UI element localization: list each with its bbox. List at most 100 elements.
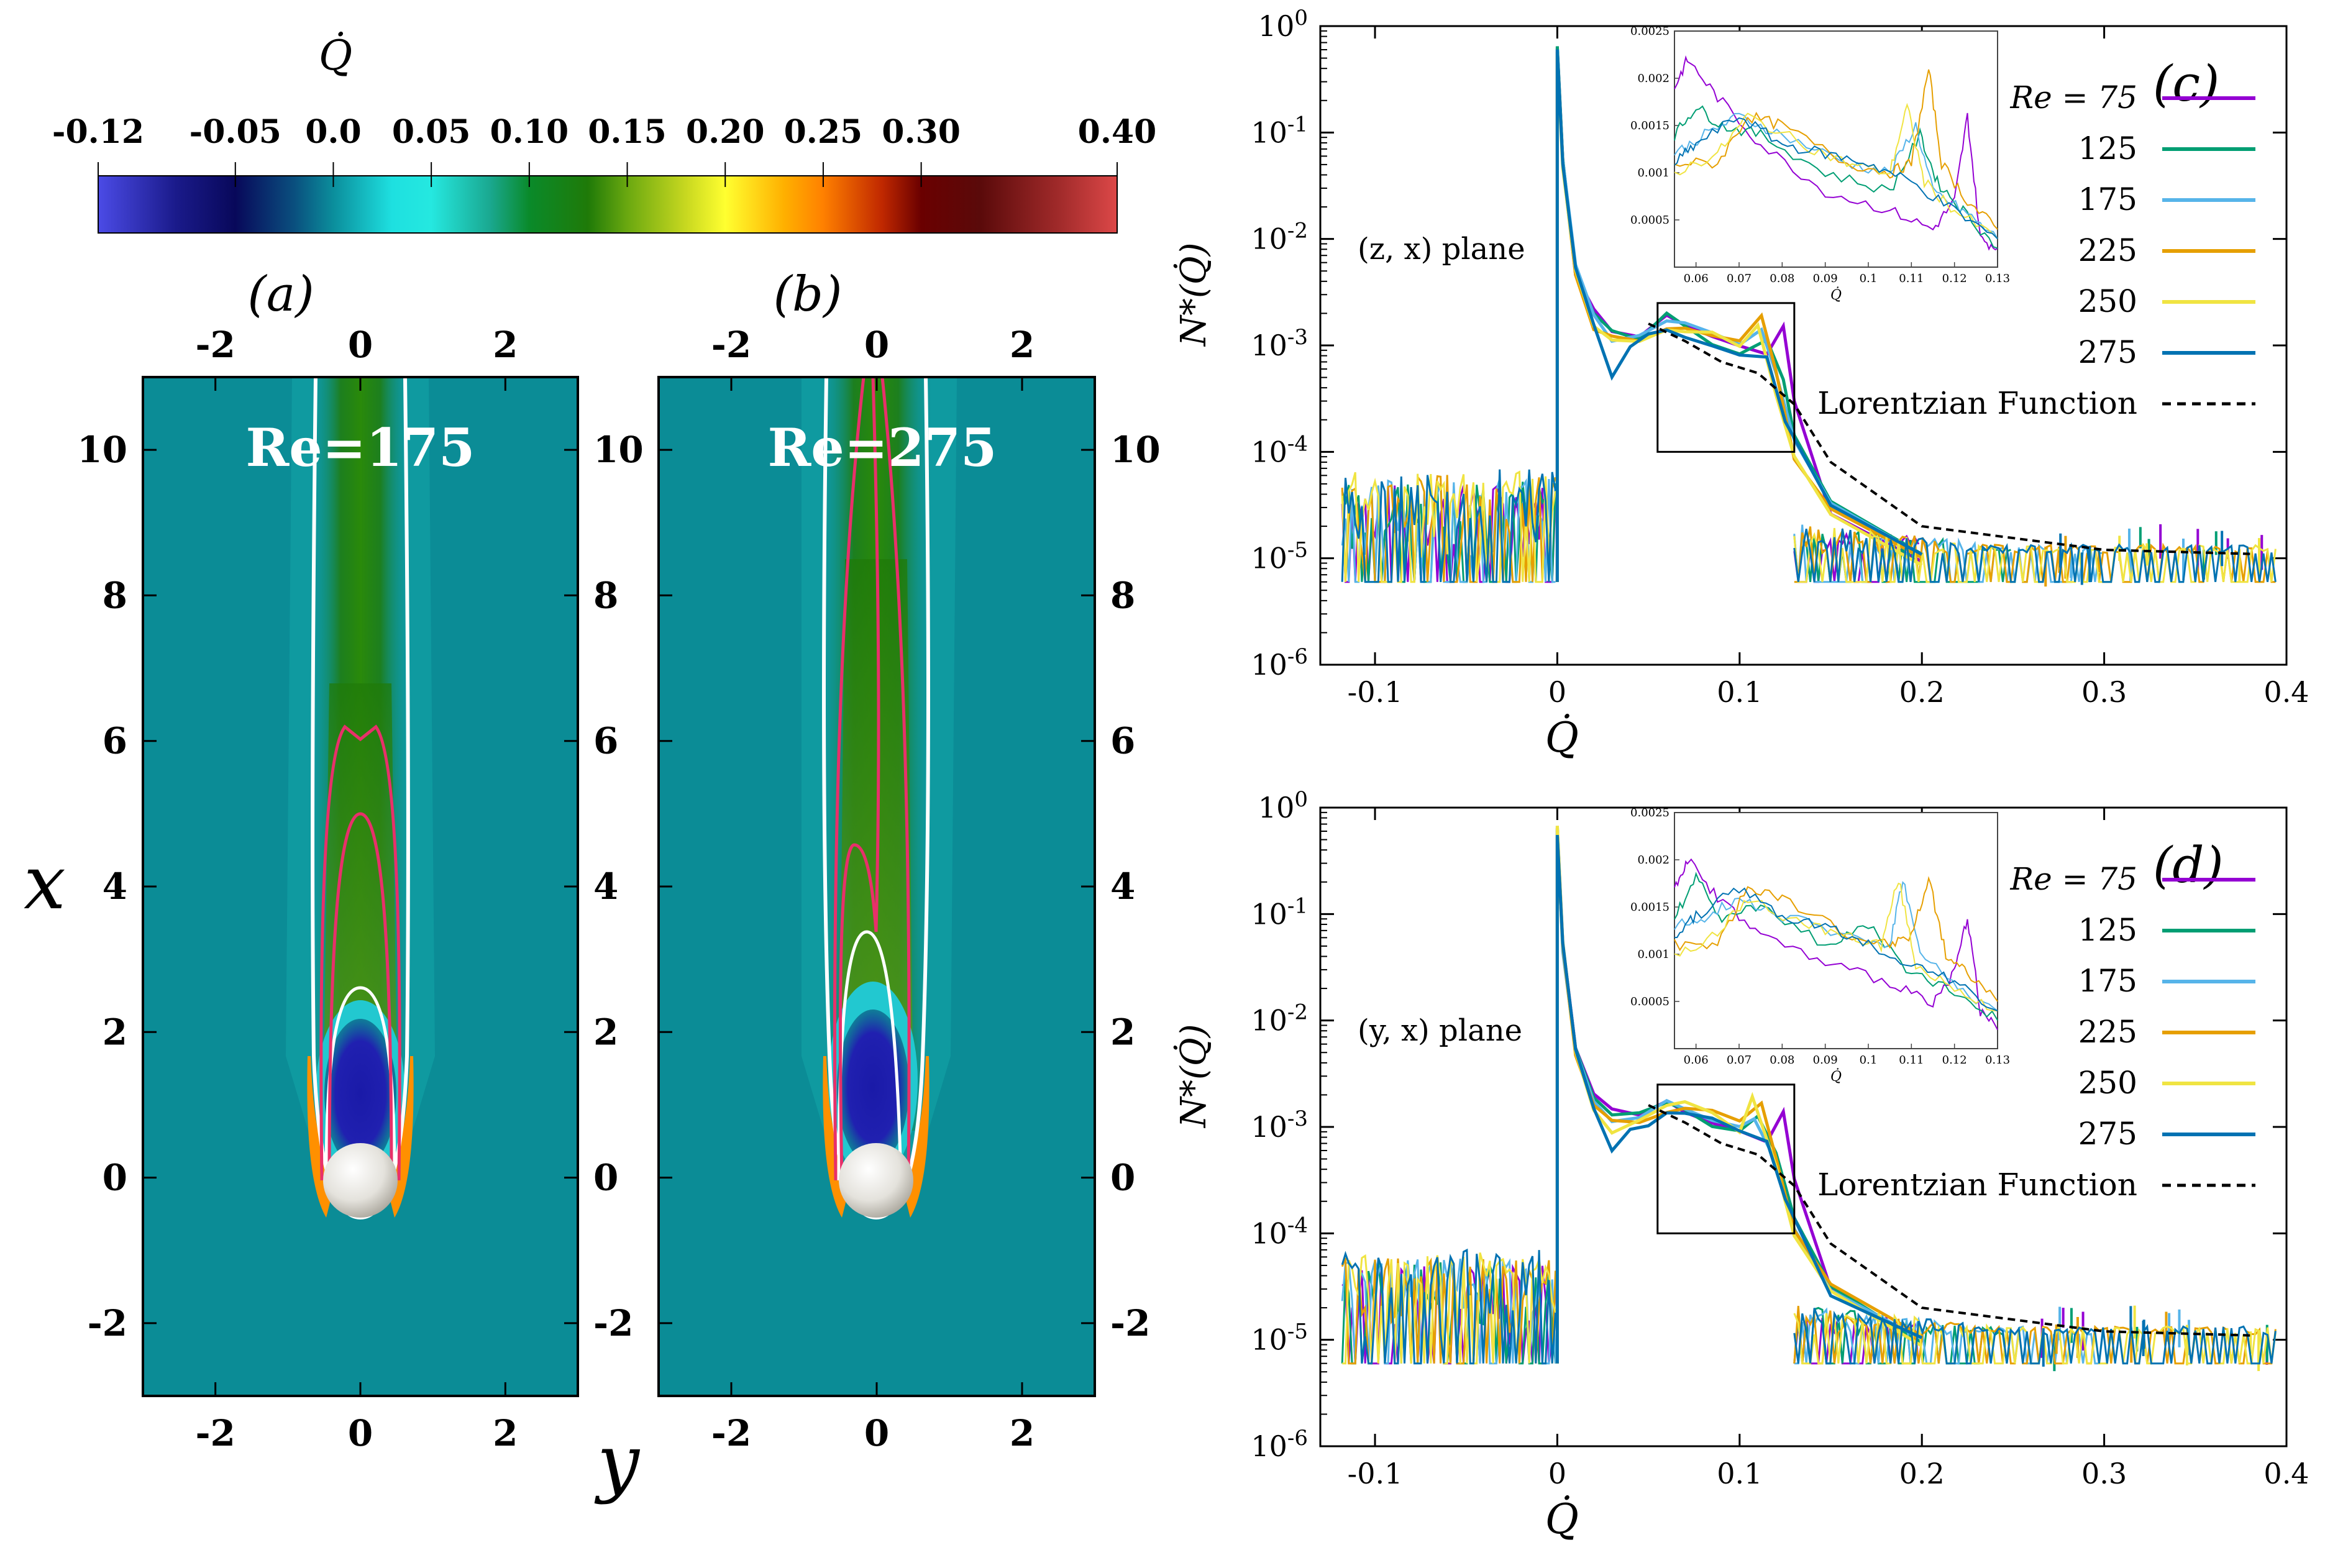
inset-x-tick-label: 0.06 — [1684, 1054, 1709, 1067]
inset-x-tick-label: 0.1 — [1860, 272, 1878, 285]
zoom-box — [1656, 302, 1796, 453]
inset-y-tick-label: 0.0025 — [1630, 25, 1670, 38]
legend-label-250: 250 — [2078, 283, 2137, 319]
series-tail-275 — [1793, 528, 2277, 583]
inset-x-tick-label: 0.07 — [1727, 272, 1752, 285]
y-tick-label: 100 — [1258, 6, 1308, 43]
legend-label-275: 275 — [2078, 334, 2137, 370]
inset-x-tick-label: 0.08 — [1770, 1054, 1794, 1067]
legend-label-275: 275 — [2078, 1116, 2137, 1152]
inset-series-275 — [1674, 887, 1998, 1012]
inset-x-tick-label: 0.13 — [1985, 1054, 2010, 1067]
inset-frame — [1674, 30, 1998, 268]
inset-x-tick-label: 0.11 — [1899, 272, 1924, 285]
legend-label-125: 125 — [2078, 130, 2137, 166]
legend-label-75: Re = 75 — [2009, 861, 2137, 897]
panel-b-wake-inner — [839, 559, 913, 1118]
colorbar-ticks: -0.12 -0.05 0.0 0.05 0.10 0.15 0.20 0.25 0.30 0.4… — [52, 113, 1156, 187]
lorentzian-curve — [1648, 1104, 2250, 1337]
panel-b-x-tick-label-top: 2 — [1010, 324, 1035, 366]
panel-b-y-tick-label-right: 0 — [1110, 1157, 1135, 1199]
y-tick-label: 10-3 — [1251, 1106, 1308, 1144]
inset-x-tick-label: 0.11 — [1899, 1054, 1924, 1067]
x-tick-label: -0.1 — [1348, 1457, 1403, 1490]
colorbar-tick-label: -0.12 — [52, 113, 144, 151]
x-tick-label: 0.4 — [2263, 675, 2309, 709]
x-tick-label: -0.1 — [1348, 675, 1403, 709]
panel-a-ticks: -2 -2 0 0 2 2 -2 -2 0 0 2 2 4 4 6 6 8 8 10 10 — [77, 324, 643, 1454]
y-tick-label: 10-4 — [1251, 1213, 1308, 1250]
panel-b-title: Re=275 — [768, 417, 997, 478]
panel-a-y-tick-label-right: -2 — [593, 1302, 633, 1344]
panel-a-x-tick-label-top: 2 — [493, 324, 518, 366]
y-tick-label: 10-6 — [1251, 1426, 1308, 1463]
panel-a-y-tick-label-left: 0 — [103, 1157, 127, 1199]
inset-series-225 — [1674, 876, 1998, 1002]
panel-b-y-tick-label-right: 10 — [1110, 429, 1161, 471]
inset-y-tick-label: 0.0015 — [1630, 901, 1670, 914]
panel-a-y-tick-label-right: 2 — [593, 1011, 618, 1053]
inset-x-tick-label: 0.13 — [1985, 272, 2010, 285]
y-tick-label: 10-4 — [1251, 431, 1308, 468]
inset-frame — [1674, 812, 1998, 1049]
panel-a-x-tick-label-bottom: 0 — [348, 1412, 373, 1454]
legend-label-225: 225 — [2078, 1014, 2137, 1050]
inset-series-75 — [1674, 55, 1998, 251]
inset-y-tick-label: 0.0005 — [1630, 214, 1670, 227]
inset-series-75 — [1674, 858, 1998, 1031]
panel-a-y-tick-label-left: 10 — [77, 429, 127, 471]
panel-a-y-tick-label-left: 2 — [103, 1011, 127, 1053]
series-line-275-negative — [1341, 469, 1556, 583]
inset-series-125 — [1674, 105, 1998, 249]
panel-b-pink-contour-outer — [833, 377, 911, 1181]
panel-b-x-tick-label-top: 0 — [864, 324, 889, 366]
legend-label-250: 250 — [2078, 1065, 2137, 1101]
y-tick-label: 10-3 — [1251, 325, 1308, 362]
y-tick-label: 10-5 — [1251, 538, 1308, 575]
panel-b-y-tick-label-right: 4 — [1110, 865, 1135, 908]
x-tick-label: 0.4 — [2263, 1457, 2309, 1490]
legend-label-125: 125 — [2078, 912, 2137, 948]
pdf-chart-c: -0.1 0 0.1 0.2 0.3 0.4 10-6 10-5 10-4 10-3 10-2 10-… — [1173, 6, 2309, 762]
inset-y-tick-label: 0.002 — [1637, 72, 1670, 85]
inset-x-tick-label: 0.09 — [1813, 1054, 1838, 1067]
panel-a-title: Re=175 — [246, 417, 475, 478]
inset-x-axis-label: Q̇ — [1830, 287, 1842, 303]
inset-y-tick-label: 0.001 — [1637, 948, 1670, 961]
inset-x-tick-label: 0.12 — [1942, 272, 1967, 285]
inset-y-tick-label: 0.002 — [1637, 854, 1670, 867]
panel-a-x-tick-label-bottom: -2 — [195, 1412, 235, 1454]
panel-label: (d) — [2153, 836, 2224, 894]
x-axis-label: Q̇ — [1545, 714, 1579, 762]
panel-a-pink-contour-inner — [327, 812, 393, 1181]
x-tick-label: 0.1 — [1717, 675, 1762, 709]
plane-label: (y, x) plane — [1358, 1013, 1522, 1048]
legend-label-175: 175 — [2078, 181, 2137, 217]
plane-label: (z, x) plane — [1358, 232, 1525, 267]
colorbar-tick-label: 0.05 — [392, 113, 471, 151]
y-tick-label: 10-2 — [1251, 219, 1308, 256]
panel-a-pink-contour-outer — [319, 724, 401, 1181]
x-axis-label: Q̇ — [1545, 1495, 1579, 1543]
inset-x-tick-label: 0.12 — [1942, 1054, 1967, 1067]
panel-b-pink-contour-inner — [839, 377, 880, 1181]
panel-b-ticks: -2 -2 0 0 2 2 -2 0 2 4 6 8 10 — [659, 324, 1161, 1454]
inset-x-tick-label: 0.07 — [1727, 1054, 1752, 1067]
panel-b-label: (b) — [774, 267, 843, 322]
panel-a-sphere — [323, 1143, 398, 1218]
legend-label-lorentzian: Lorentzian Function — [1817, 385, 2137, 421]
inset-x-tick-label: 0.06 — [1684, 272, 1709, 285]
lorentzian-curve — [1648, 322, 2250, 555]
colorbar-tick-label: 0.30 — [882, 113, 961, 151]
colorbar: Q̇ -0.12 -0.05 0.0 0.05 0.10 0.15 0.20 0.25 0.30… — [52, 32, 1156, 234]
x-tick-label: 0.1 — [1717, 1457, 1762, 1490]
x-tick-label: 0.2 — [1899, 1457, 1945, 1490]
legend-label-225: 225 — [2078, 232, 2137, 268]
colorbar-tick-label: -0.05 — [190, 113, 281, 151]
inset-series-225 — [1674, 69, 1998, 230]
inset-x-tick-label: 0.09 — [1813, 272, 1838, 285]
colorbar-title: Q̇ — [319, 32, 352, 80]
inset-x-tick-label: 0.08 — [1770, 272, 1794, 285]
contour-axis-y-label: y — [594, 1420, 641, 1506]
